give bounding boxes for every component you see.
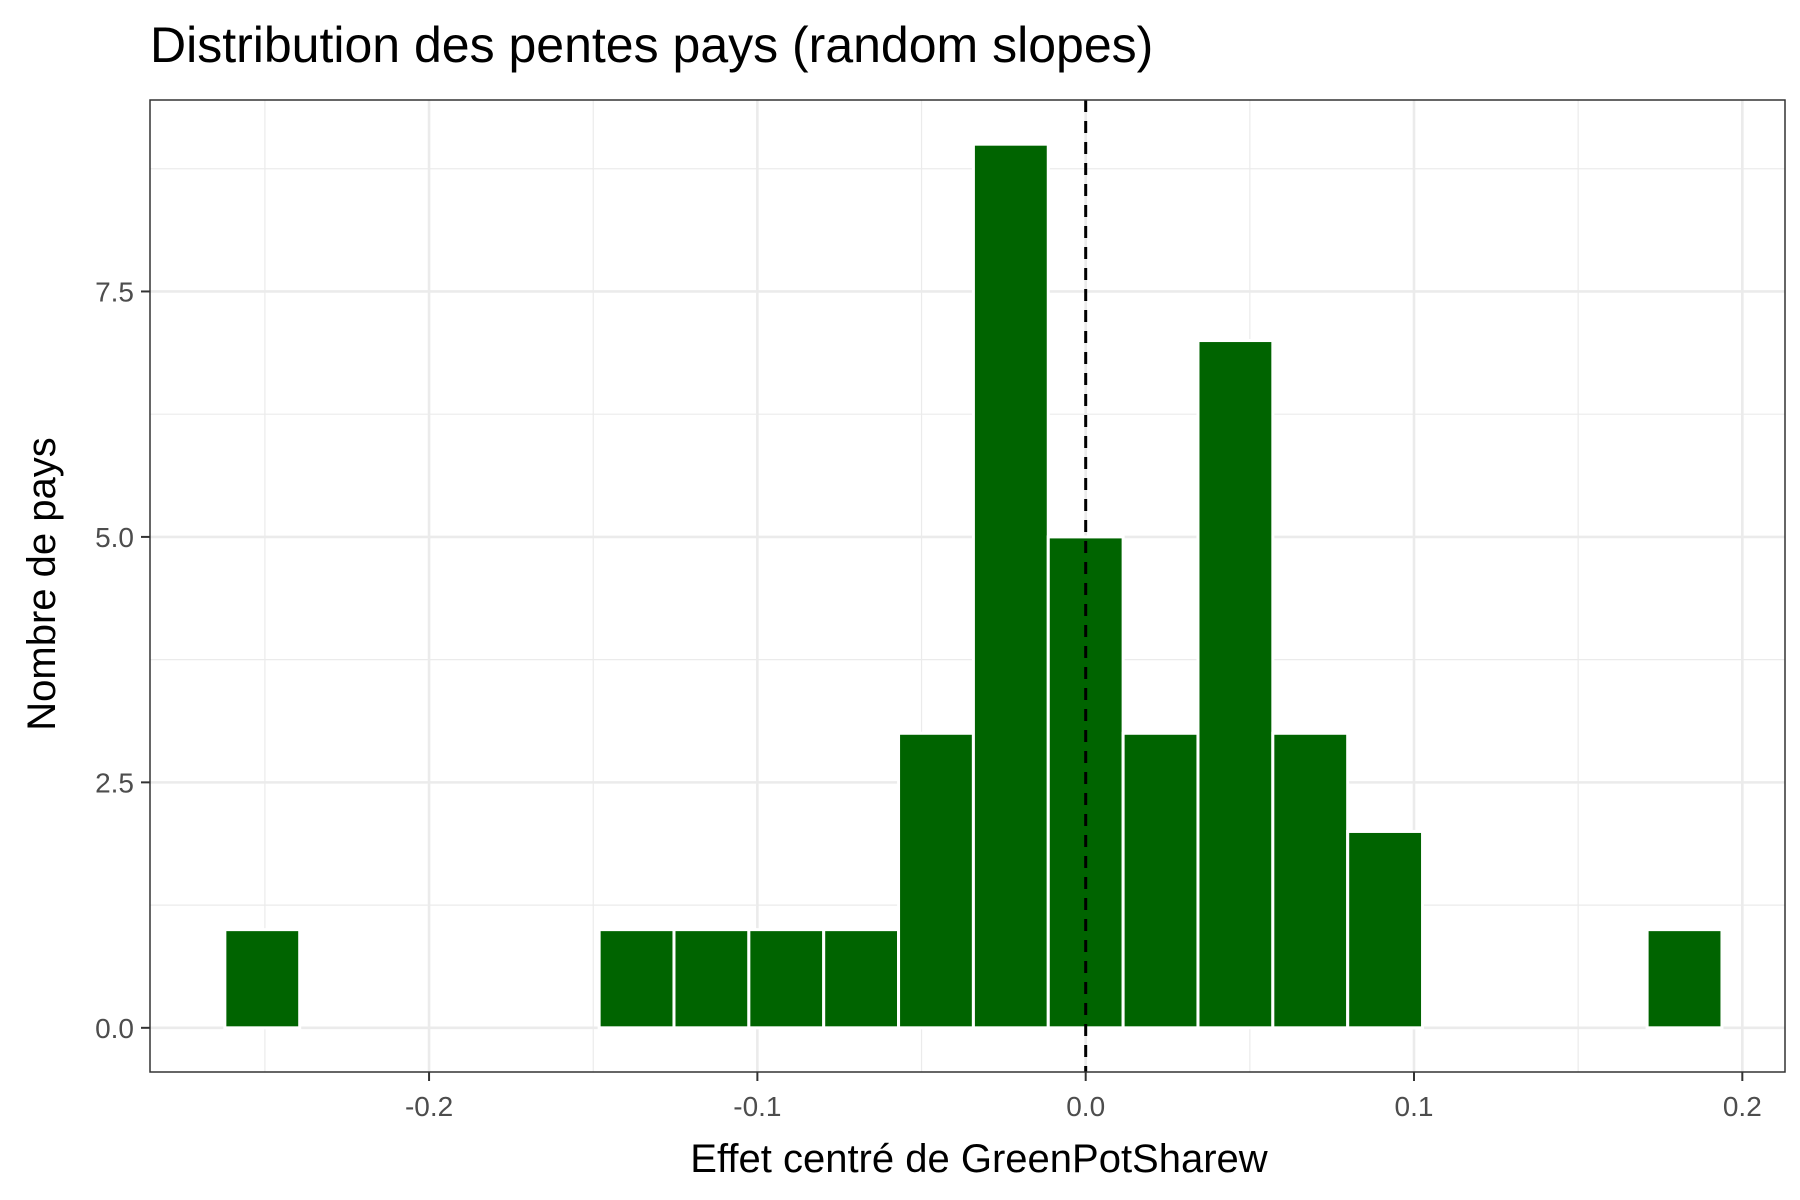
y-axis-title: Nombre de pays: [20, 437, 64, 730]
chart-title: Distribution des pentes pays (random slo…: [150, 17, 1153, 73]
x-axis-title: Effet centré de GreenPotSharew: [690, 1137, 1267, 1181]
histogram-bars: [223, 142, 1724, 1030]
x-axis: -0.2 -0.1 0.0 0.1 0.2: [405, 1072, 1762, 1122]
x-tick-label: 0.0: [1066, 1091, 1105, 1122]
histogram-bar: [1121, 731, 1200, 1030]
histogram-bar: [1271, 731, 1350, 1030]
histogram-bar: [1346, 829, 1425, 1030]
histogram-bar: [1196, 339, 1275, 1030]
histogram-bar: [971, 142, 1050, 1030]
y-axis: 0.0 2.5 5.0 7.5: [95, 276, 150, 1044]
x-tick-label: -0.2: [405, 1091, 453, 1122]
histogram-bar: [822, 928, 901, 1030]
y-tick-label: 0.0: [95, 1013, 134, 1044]
x-tick-label: -0.1: [733, 1091, 781, 1122]
y-tick-label: 2.5: [95, 767, 134, 798]
panel-border: [149, 99, 1786, 1073]
histogram-bar: [223, 928, 302, 1030]
x-tick-label: 0.2: [1723, 1091, 1762, 1122]
y-tick-label: 7.5: [95, 276, 134, 307]
histogram-bar: [897, 731, 975, 1030]
histogram-bar: [597, 928, 676, 1030]
histogram-bar: [1645, 928, 1724, 1030]
histogram-bar: [747, 928, 826, 1030]
y-tick-label: 5.0: [95, 522, 134, 553]
x-tick-label: 0.1: [1395, 1091, 1434, 1122]
histogram-bar: [672, 928, 751, 1030]
